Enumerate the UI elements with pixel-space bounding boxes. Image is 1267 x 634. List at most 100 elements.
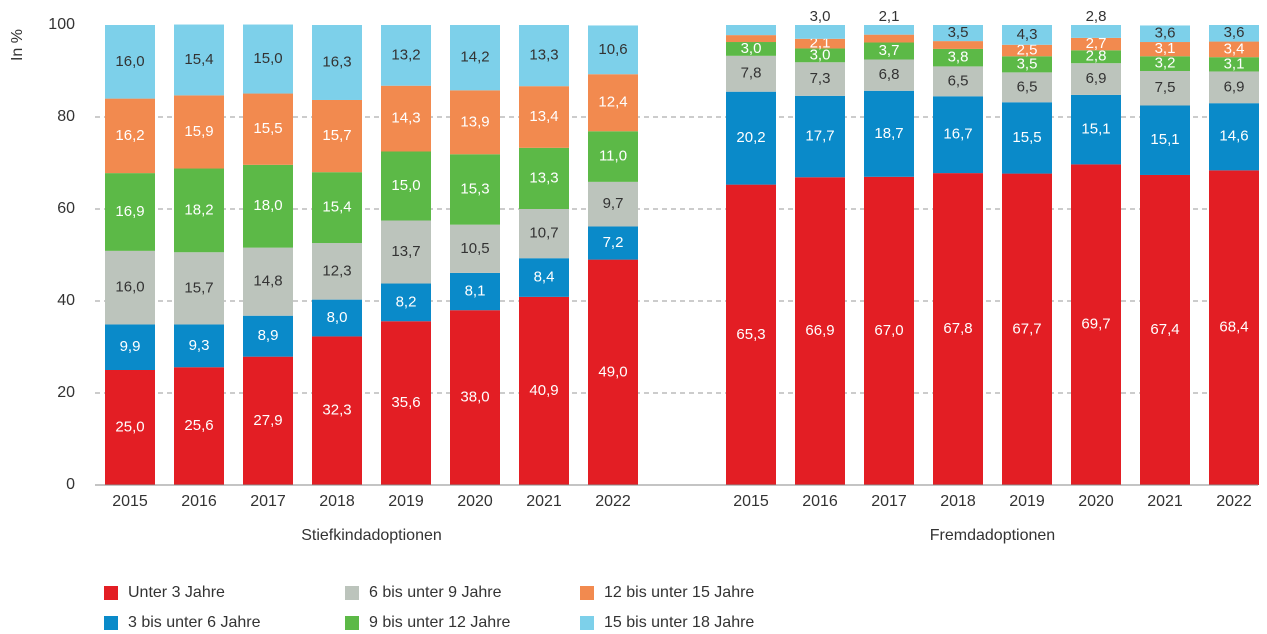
value-label: 13,2 bbox=[391, 46, 420, 63]
x-tick-label: 2016 bbox=[802, 493, 838, 510]
bar-segment bbox=[795, 62, 845, 96]
x-tick-label: 2022 bbox=[1216, 493, 1252, 510]
bar-segment bbox=[105, 324, 155, 370]
value-label: 2,1 bbox=[879, 8, 900, 25]
value-label: 15,5 bbox=[1012, 129, 1041, 146]
bar-segment bbox=[588, 74, 638, 132]
bar-segment bbox=[381, 283, 431, 322]
bar-segment bbox=[795, 48, 845, 63]
bar-segment bbox=[1140, 42, 1190, 57]
legend-label: 15 bis unter 18 Jahre bbox=[604, 614, 754, 631]
bar-segment bbox=[1002, 25, 1052, 45]
bar-segment bbox=[726, 91, 776, 185]
bar-segment bbox=[174, 95, 224, 169]
value-label: 6,8 bbox=[879, 66, 900, 83]
bar-segment bbox=[105, 250, 155, 325]
bar-segment bbox=[243, 93, 293, 165]
bar-segment bbox=[243, 164, 293, 248]
bar-segment bbox=[450, 90, 500, 155]
value-label: 67,7 bbox=[1012, 320, 1041, 337]
bar-segment bbox=[105, 370, 155, 485]
legend-label: Unter 3 Jahre bbox=[128, 584, 225, 601]
bar-segment bbox=[795, 177, 845, 485]
legend-label: 6 bis unter 9 Jahre bbox=[369, 584, 502, 601]
value-label: 15,1 bbox=[1150, 131, 1179, 148]
bar-segment bbox=[795, 95, 845, 178]
value-label: 14,2 bbox=[460, 49, 489, 66]
x-tick-label: 2017 bbox=[871, 493, 907, 510]
bar-segment bbox=[1002, 72, 1052, 103]
value-label: 15,1 bbox=[1081, 121, 1110, 138]
value-label: 32,3 bbox=[322, 402, 351, 419]
bar-segment bbox=[243, 247, 293, 316]
x-tick-label: 2015 bbox=[733, 493, 769, 510]
value-label: 7,5 bbox=[1155, 79, 1176, 96]
value-label: 15,0 bbox=[253, 50, 282, 67]
value-label: 16,9 bbox=[115, 203, 144, 220]
bar-segment bbox=[1140, 174, 1190, 485]
bar-segment bbox=[1002, 102, 1052, 174]
bar-segment bbox=[864, 34, 914, 43]
value-label: 14,3 bbox=[391, 110, 420, 127]
value-label: 40,9 bbox=[529, 382, 558, 399]
value-label: 65,3 bbox=[736, 326, 765, 343]
value-label: 6,5 bbox=[948, 72, 969, 89]
bar-segment bbox=[1209, 57, 1259, 72]
bar-segment bbox=[312, 99, 362, 173]
bar-segment bbox=[933, 48, 983, 67]
bar-segment bbox=[519, 86, 569, 148]
value-label: 67,8 bbox=[943, 320, 972, 337]
value-label: 8,9 bbox=[258, 327, 279, 344]
value-label: 17,7 bbox=[805, 128, 834, 145]
bar-segment bbox=[243, 356, 293, 485]
value-label: 9,3 bbox=[189, 337, 210, 354]
value-label: 16,3 bbox=[322, 53, 351, 70]
group-label: Fremdadoptionen bbox=[930, 527, 1055, 544]
value-label: 15,4 bbox=[184, 51, 213, 68]
bar-segment bbox=[381, 220, 431, 284]
bar-segment bbox=[381, 321, 431, 485]
value-label: 2,5 bbox=[1017, 41, 1038, 58]
bar-segment bbox=[1071, 164, 1121, 485]
value-label: 9,9 bbox=[120, 338, 141, 355]
bar-segment bbox=[1209, 103, 1259, 171]
y-tick-label: 20 bbox=[57, 384, 75, 401]
x-tick-label: 2017 bbox=[250, 493, 286, 510]
bar-segment bbox=[105, 173, 155, 251]
value-label: 38,0 bbox=[460, 389, 489, 406]
bar-segment bbox=[174, 24, 224, 96]
bar-segment bbox=[933, 96, 983, 174]
bar-segment bbox=[243, 315, 293, 357]
value-label: 2,8 bbox=[1086, 8, 1107, 25]
value-label: 3,8 bbox=[948, 49, 969, 66]
y-tick-label: 80 bbox=[57, 108, 75, 125]
value-label: 3,5 bbox=[1017, 55, 1038, 72]
bar-segment bbox=[1071, 50, 1121, 64]
bar-segment bbox=[1002, 56, 1052, 73]
value-label: 7,2 bbox=[603, 234, 624, 251]
bar-segment bbox=[933, 41, 983, 49]
bar-segment bbox=[1002, 173, 1052, 485]
value-label: 10,7 bbox=[529, 225, 558, 242]
value-label: 3,0 bbox=[810, 46, 831, 63]
value-label: 13,7 bbox=[391, 243, 420, 260]
value-label: 3,6 bbox=[1155, 25, 1176, 42]
value-label: 3,5 bbox=[948, 24, 969, 41]
y-tick-label: 60 bbox=[57, 200, 75, 217]
value-label: 8,0 bbox=[327, 309, 348, 326]
value-label: 12,4 bbox=[598, 94, 627, 111]
bar-segment bbox=[381, 151, 431, 221]
bar-segment bbox=[450, 272, 500, 311]
x-tick-label: 2020 bbox=[1078, 493, 1114, 510]
value-label: 3,0 bbox=[810, 8, 831, 25]
value-label: 16,2 bbox=[115, 127, 144, 144]
bar-segment bbox=[726, 184, 776, 485]
value-label: 10,5 bbox=[460, 240, 489, 257]
value-label: 15,0 bbox=[391, 177, 420, 194]
value-label: 6,5 bbox=[1017, 78, 1038, 95]
bar-segment bbox=[864, 42, 914, 60]
value-label: 11,0 bbox=[599, 148, 627, 165]
bar-segment bbox=[450, 310, 500, 485]
value-label: 8,4 bbox=[534, 269, 555, 286]
